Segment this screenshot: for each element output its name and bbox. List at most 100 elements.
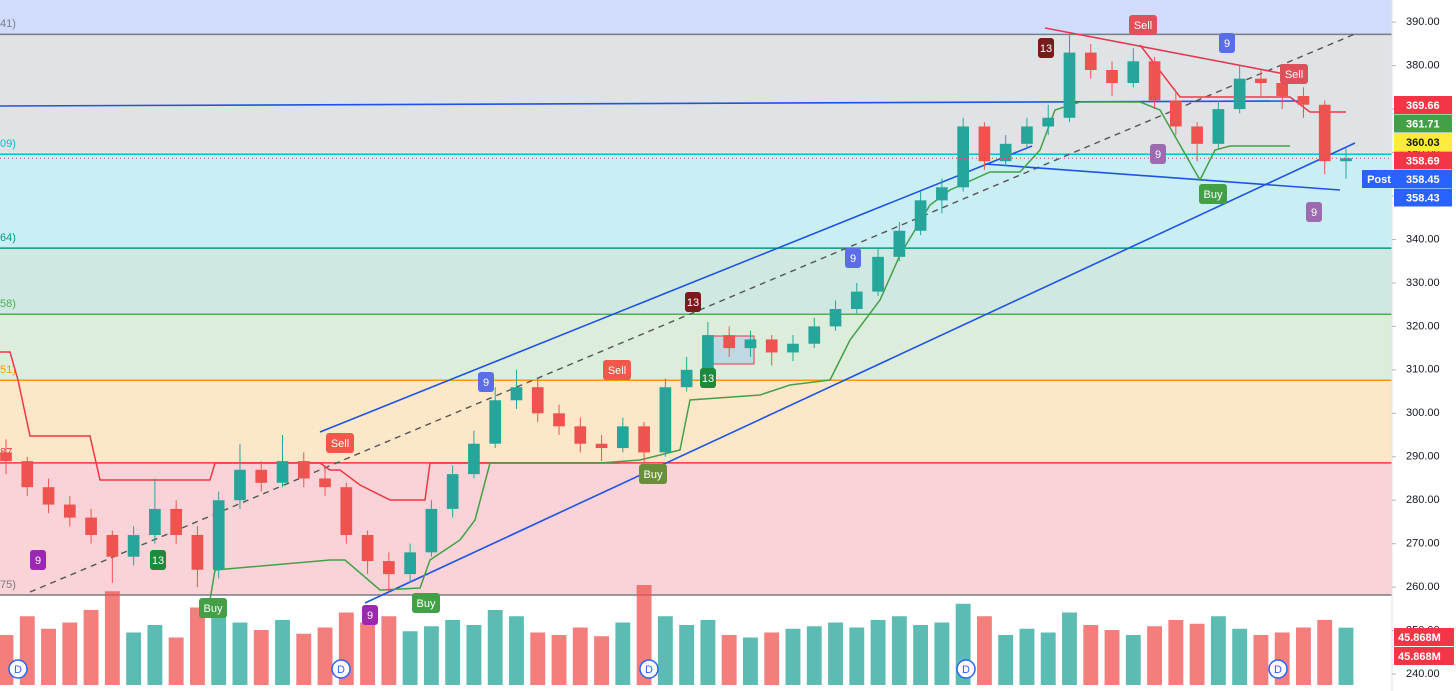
candle-body (893, 230, 906, 257)
candle-body (212, 500, 225, 570)
y-tick-label: 380.00 (1406, 60, 1440, 72)
volume-bar (1317, 620, 1333, 685)
volume-bar (594, 636, 609, 685)
signal-badge (326, 433, 354, 453)
volume-bar (83, 610, 99, 685)
fib-label: 64) (0, 232, 16, 244)
signal-label: Sell (331, 438, 349, 450)
candle-body (1042, 117, 1055, 127)
candle-body (170, 508, 183, 535)
y-tick-label: 320.00 (1406, 320, 1440, 332)
signal-badge (1129, 15, 1157, 35)
y-tick-label: 290.00 (1406, 451, 1440, 463)
candle-body (1276, 83, 1289, 97)
signal-badge (1150, 144, 1166, 164)
volume-bar (253, 630, 269, 685)
candle-body (42, 487, 55, 505)
volume-bar (126, 632, 142, 685)
candle-body (978, 126, 991, 162)
signal-label: Sell (1134, 20, 1152, 32)
candle-body (255, 469, 268, 483)
price-tag-label: 369.66 (1406, 100, 1440, 112)
volume-bar (1253, 635, 1269, 685)
signal-badge (478, 372, 494, 392)
volume-bar (806, 626, 822, 685)
volume-bar (423, 626, 439, 685)
candle-body (149, 508, 161, 535)
signal-badge (30, 550, 46, 570)
signal-label: Sell (608, 365, 626, 377)
volume-bar (147, 625, 163, 685)
volume-bar (785, 628, 801, 685)
candle-body (723, 335, 736, 349)
candle-body (468, 443, 480, 475)
volume-tag-label: 45.868M (1398, 651, 1441, 663)
candle-body (936, 187, 948, 201)
volume-bar (828, 622, 843, 685)
price-tag (1394, 114, 1452, 133)
fib-band (0, 154, 1392, 249)
candle-body (63, 504, 76, 518)
candle-body (319, 478, 331, 488)
price-tag-label: 358.43 (1406, 192, 1440, 204)
volume-bar (891, 616, 907, 685)
price-tag (1394, 96, 1452, 114)
dividend-label: D (645, 664, 653, 676)
fib-label: 75) (0, 579, 16, 591)
volume-bar (721, 635, 737, 685)
y-tick-label: 310.00 (1406, 364, 1440, 376)
volume-bar (41, 628, 56, 685)
volume-bar (657, 616, 673, 685)
candle-body (574, 426, 587, 444)
volume-bar (530, 632, 546, 685)
volume-bar (1040, 632, 1056, 685)
signal-label: 9 (483, 377, 489, 389)
candle-body (21, 461, 34, 488)
candle-body (1233, 78, 1246, 110)
volume-bar (402, 631, 418, 685)
candle-body (616, 426, 629, 449)
volume-bar (849, 627, 865, 685)
volume-bar (1147, 626, 1163, 685)
volume-bar (998, 635, 1014, 685)
volume-bar (1168, 620, 1184, 685)
price-tag (1394, 188, 1452, 207)
volume-bar (189, 607, 205, 685)
candle-body (276, 461, 289, 483)
volume-bar (870, 620, 886, 685)
candle-body (1297, 96, 1310, 105)
candle-body (191, 534, 204, 570)
dividend-marker (956, 659, 976, 679)
volume-bar (360, 622, 376, 685)
candle-body (595, 443, 608, 449)
candle-body (999, 143, 1012, 162)
signal-badge (700, 368, 716, 388)
fib-label: 41) (0, 18, 16, 30)
signal-label: 13 (702, 373, 714, 385)
signal-label: 9 (1224, 38, 1230, 50)
volume-tag (1394, 647, 1454, 665)
volume-bar (1232, 628, 1248, 685)
volume-bar (1062, 612, 1077, 685)
candle-body (1127, 61, 1140, 84)
candle-body (829, 308, 842, 327)
candle-body (914, 200, 927, 231)
signal-label: 9 (1155, 149, 1161, 161)
signal-badge (1038, 38, 1054, 58)
candle-body (1340, 158, 1352, 162)
candle-body (489, 400, 502, 444)
dividend-label: D (14, 664, 22, 676)
volume-bar (934, 622, 950, 685)
candle-body (553, 413, 565, 427)
price-tag (1394, 133, 1452, 151)
fib-band (0, 314, 1392, 381)
fib-band (0, 0, 1392, 35)
volume-bar (317, 627, 333, 685)
candle-body (234, 469, 246, 501)
volume-bar (168, 637, 184, 685)
volume-bar (1083, 625, 1099, 685)
signal-badge (412, 593, 440, 613)
channel-lower (364, 142, 1356, 604)
volume-bar (743, 637, 758, 685)
